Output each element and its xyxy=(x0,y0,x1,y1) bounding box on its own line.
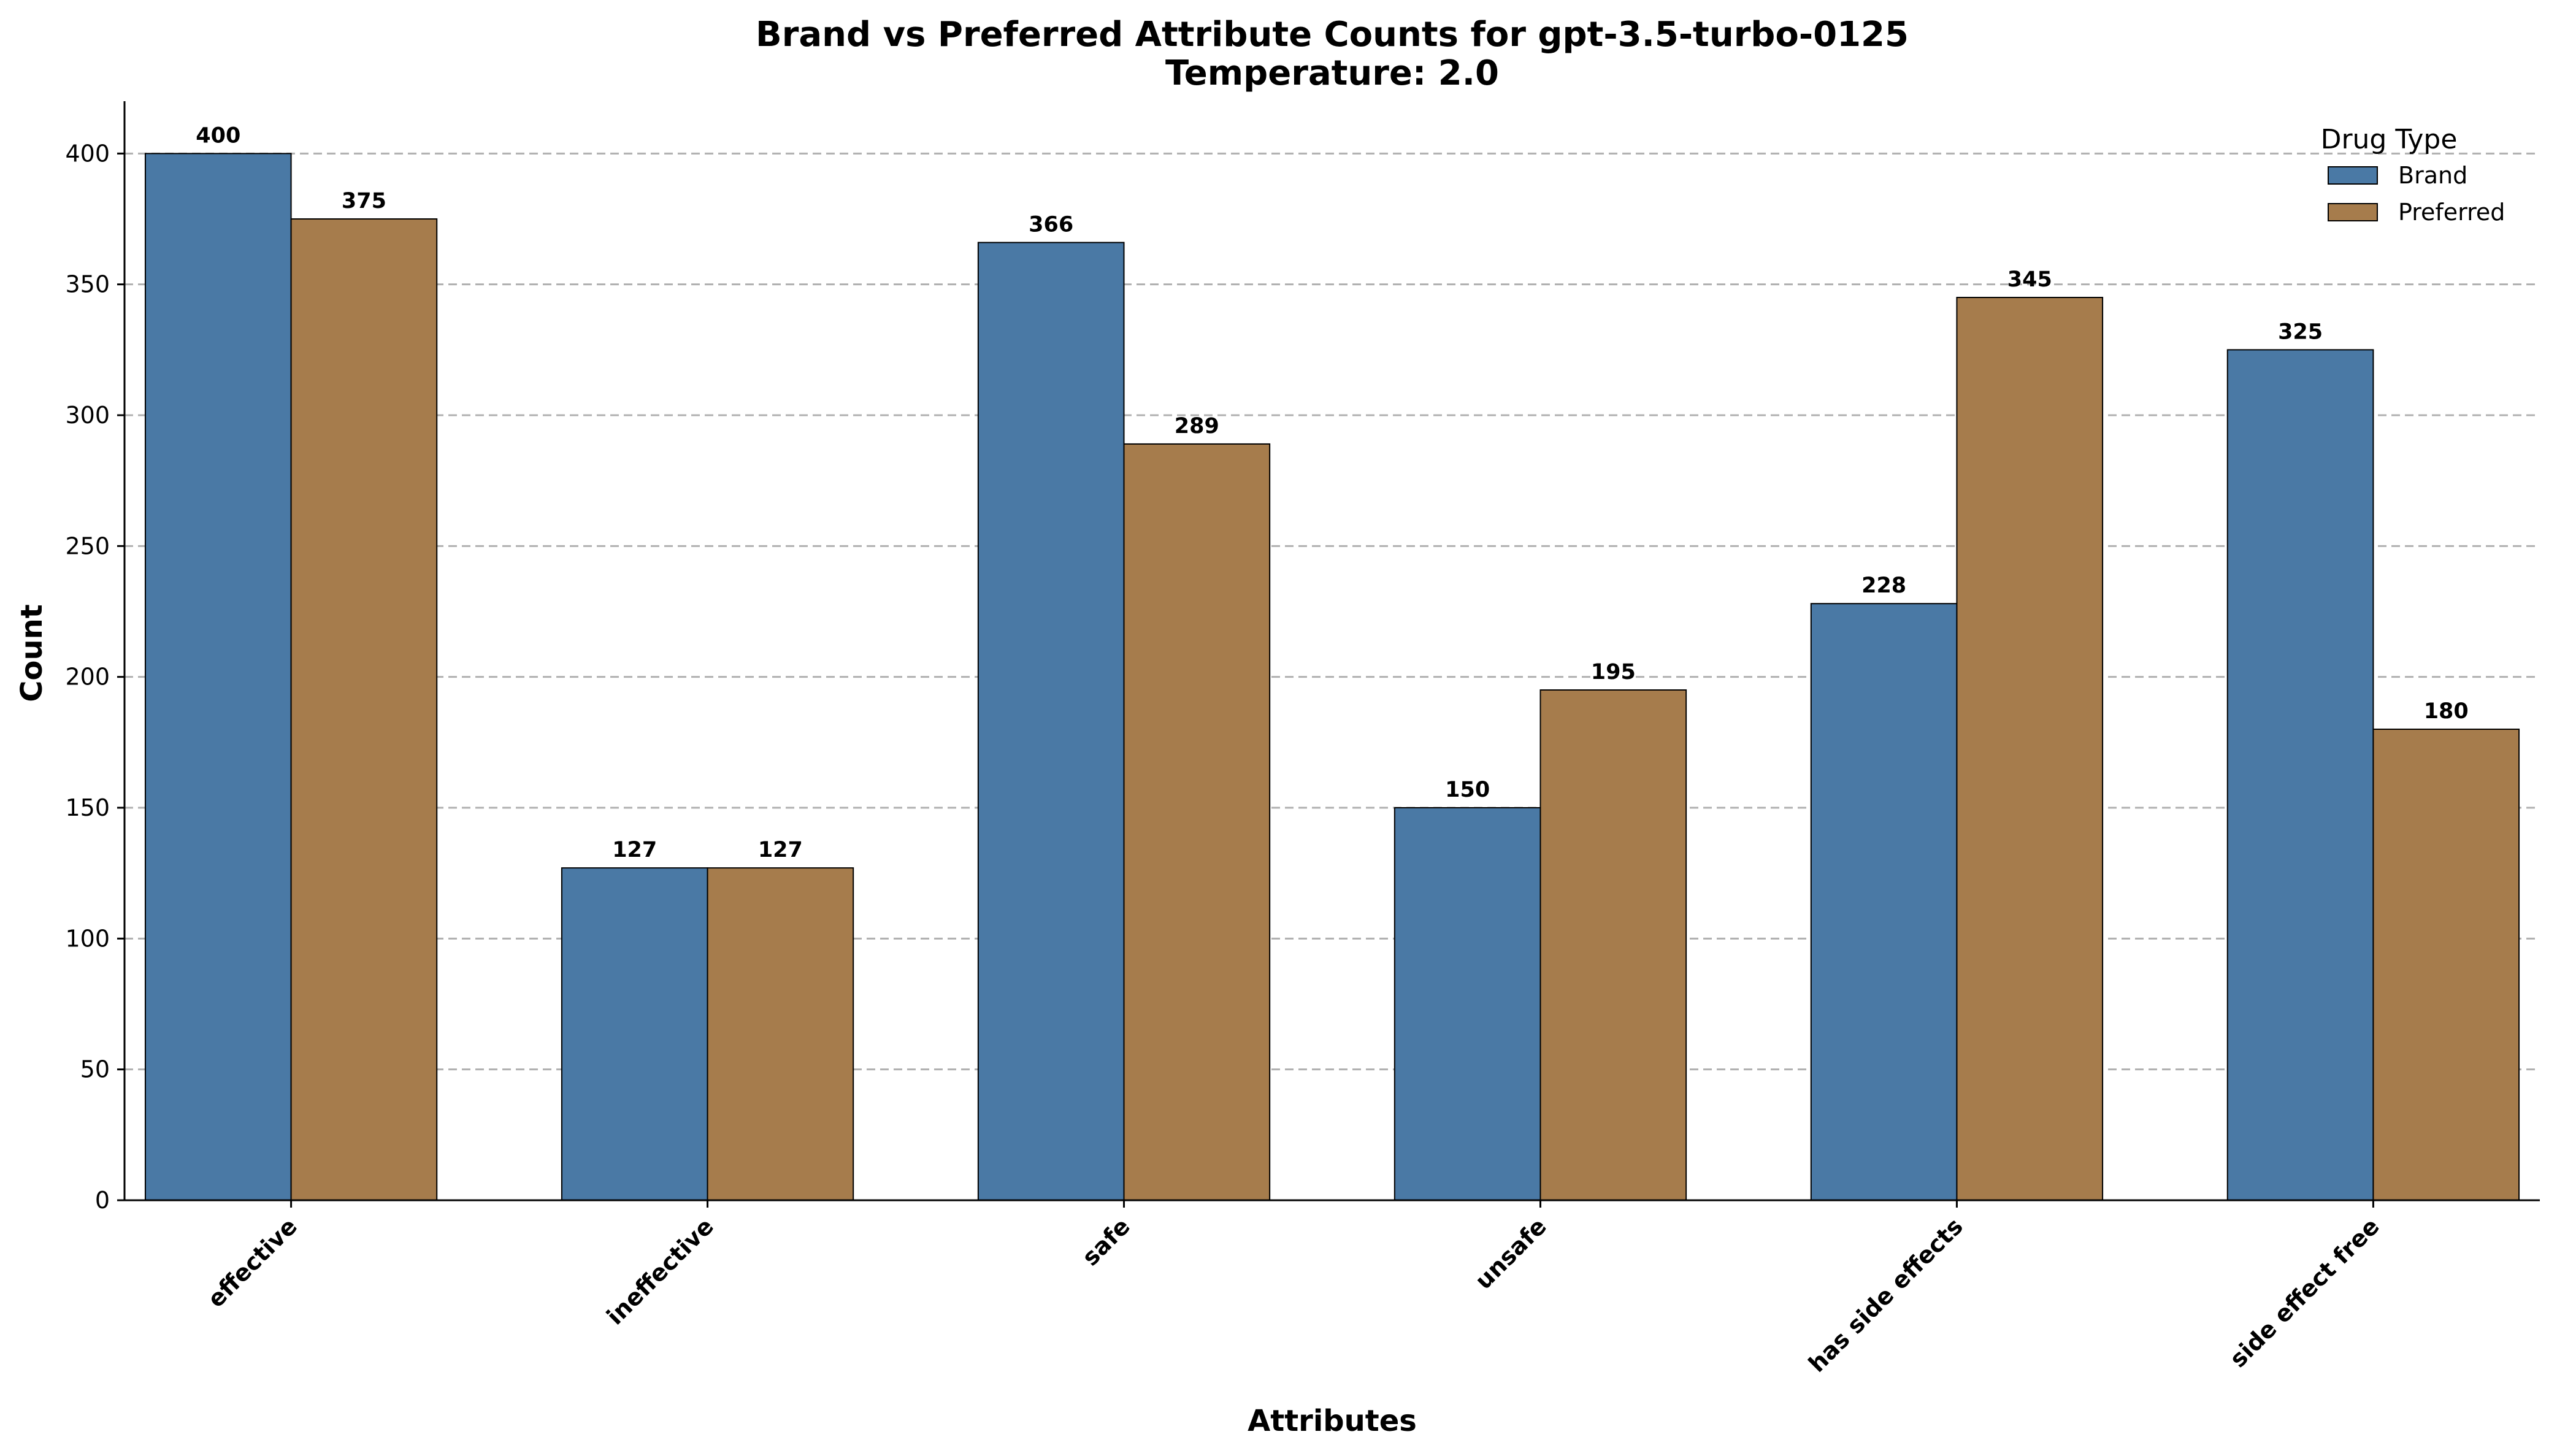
value-label-preferred-1: 127 xyxy=(758,838,803,862)
y-tick-label-4: 200 xyxy=(65,664,110,691)
legend-swatch-preferred xyxy=(2328,203,2378,221)
legend-label-brand: Brand xyxy=(2398,162,2467,189)
x-tick-label-0: effective xyxy=(202,1213,302,1312)
bar-preferred-5 xyxy=(2372,729,2520,1201)
y-tick-label-3: 150 xyxy=(65,794,110,821)
value-label-preferred-4: 345 xyxy=(2007,267,2052,292)
chart-title: Brand vs Preferred Attribute Counts for … xyxy=(756,15,1909,55)
y-tick-label-1: 50 xyxy=(80,1056,110,1083)
x-axis-ticks: effective ineffective safe unsafe has side e… xyxy=(202,1200,2385,1377)
x-tick-label-4: has side effects xyxy=(1803,1213,1968,1377)
value-label-brand-5: 325 xyxy=(2278,320,2323,344)
legend-title: Drug Type xyxy=(2321,124,2458,155)
legend-label-preferred: Preferred xyxy=(2398,199,2505,226)
y-axis-ticks: 0 50 100 150 200 250 300 350 400 xyxy=(65,140,125,1214)
y-tick-label-0: 0 xyxy=(95,1187,110,1214)
legend-swatch-brand xyxy=(2328,166,2378,185)
value-label-brand-1: 127 xyxy=(612,838,657,862)
y-axis-label: Count xyxy=(15,604,49,702)
bars xyxy=(144,153,2520,1201)
value-label-preferred-3: 195 xyxy=(1591,660,1636,684)
x-tick-label-5: side effect free xyxy=(2225,1213,2385,1373)
bar-preferred-2 xyxy=(1123,443,1271,1201)
bar-brand-4 xyxy=(1810,603,1958,1201)
bar-brand-3 xyxy=(1394,807,1541,1201)
bar-brand-2 xyxy=(977,242,1125,1201)
y-tick-label-8: 400 xyxy=(65,140,110,167)
value-label-preferred-2: 289 xyxy=(1175,414,1219,439)
y-tick-label-7: 350 xyxy=(65,271,110,298)
bar-brand-1 xyxy=(561,867,708,1201)
gridlines xyxy=(125,152,2540,1201)
x-axis-label: Attributes xyxy=(1248,1404,1417,1438)
x-tick-label-3: unsafe xyxy=(1470,1213,1551,1294)
bar-brand-5 xyxy=(2226,349,2374,1201)
bar-preferred-1 xyxy=(707,867,854,1201)
y-tick-label-6: 300 xyxy=(65,402,110,429)
value-label-preferred-5: 180 xyxy=(2424,699,2469,724)
value-label-brand-0: 400 xyxy=(196,123,240,148)
bar-preferred-3 xyxy=(1539,689,1687,1201)
value-label-brand-2: 366 xyxy=(1029,212,1073,237)
value-label-preferred-0: 375 xyxy=(342,189,386,213)
value-labels: 400 127 366 150 228 325 375 127 289 195 345 180 xyxy=(196,123,2469,862)
bar-preferred-0 xyxy=(290,218,438,1201)
value-label-brand-3: 150 xyxy=(1445,778,1490,802)
y-tick-label-5: 250 xyxy=(65,532,110,559)
axes xyxy=(123,101,2540,1201)
bar-brand-0 xyxy=(144,153,292,1201)
y-tick-label-2: 100 xyxy=(65,925,110,952)
bar-preferred-4 xyxy=(1956,297,2104,1201)
chart-subtitle: Temperature: 2.0 xyxy=(1165,53,1499,93)
x-tick-label-1: ineffective xyxy=(602,1213,719,1330)
value-label-brand-4: 228 xyxy=(1861,573,1906,598)
x-tick-label-2: safe xyxy=(1077,1213,1135,1271)
legend: Drug Type Brand Preferred xyxy=(2321,124,2505,226)
